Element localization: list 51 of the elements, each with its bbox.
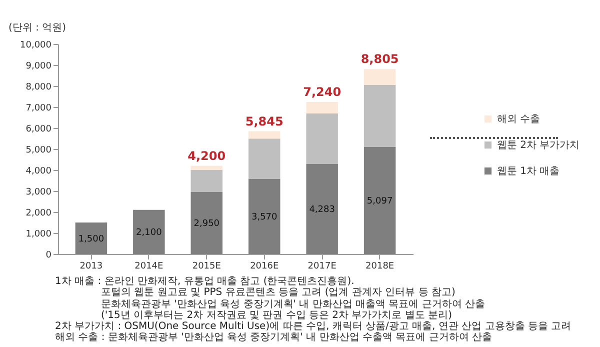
legend-label: 웹툰 2차 부가가치 (497, 140, 580, 151)
x-tick-label: 2014E (134, 262, 164, 272)
text: 문화체육관광부 '만화산업 육성 중장기계획' 내 만화산업 매출액 목표에 근거하여 산출 (100, 298, 486, 310)
x-tick-label: 2017E (308, 262, 337, 272)
text: 2차 부가가치 : OSMU(One Source Multi Use)에 따른 수입, 캐릭터 상품/광고 매출, 연관 산업 고용창출 등을 고려 (55, 321, 572, 332)
legend-label: 웹툰 1차 매출 (497, 166, 560, 177)
total-label: 7,240 (303, 84, 342, 99)
data-label: 3,570 (251, 212, 278, 223)
bar (306, 102, 338, 114)
x-tick-label: 2018E (366, 262, 394, 272)
total-label: 4,200 (188, 148, 226, 163)
y-tick-label: 3,000 (26, 188, 52, 198)
y-tick-label: 5,000 (26, 146, 52, 156)
y-tick-label: 1,000 (26, 230, 52, 240)
bar (190, 170, 223, 192)
y-axis-title: (단위 : 억원) (8, 22, 66, 34)
y-tick-label: 2,000 (26, 208, 52, 218)
text: 포털의 웹툰 원고료 및 PPS 유료콘텐츠 등을 고려 (업계 관계자 인터뷰 등 참고) (100, 287, 456, 299)
bar (306, 114, 338, 164)
data-label: 2,950 (194, 219, 220, 230)
bar (248, 131, 280, 139)
total-label: 5,845 (245, 114, 284, 128)
x-tick-label: 2013 (80, 262, 103, 272)
legend-label: 해외 수출 (497, 114, 540, 125)
y-tick-label: 0 (46, 250, 52, 260)
y-tick-label: 10,000 (20, 40, 52, 50)
text: 1차 매출 : 온라인 만화제작, 유통업 매출 참고 (한국콘텐츠진흥원). (55, 276, 356, 287)
data-label: 1,500 (78, 234, 104, 244)
bar (306, 164, 338, 254)
x-tick-label: 2016E (250, 262, 279, 272)
y-tick-label: 9,000 (26, 62, 52, 72)
bar (364, 146, 396, 254)
bar (248, 138, 280, 180)
data-label: 2,100 (136, 228, 162, 238)
bar (75, 222, 108, 254)
total-label: 8,805 (360, 52, 399, 66)
data-label: 4,283 (309, 205, 335, 216)
bar (364, 84, 396, 147)
bar (133, 210, 165, 254)
bar (364, 69, 396, 85)
bar (190, 166, 223, 170)
bar (190, 192, 223, 254)
data-label: 5,097 (366, 196, 393, 206)
y-tick-label: 6,000 (26, 124, 52, 134)
x-tick-label: 2015E (192, 262, 222, 272)
text: ('15년 이후부터는 2차 저작권료 및 판권 수입 등은 2차 부가가치로 별도 분리) (100, 310, 453, 321)
text: 해외 수출 : 문화체육관광부 '만화산업 육성 중장기계획' 내 만화산업 수출액 목표에 근거하여 산출 (55, 332, 494, 344)
y-tick-label: 8,000 (26, 82, 52, 92)
bar (248, 179, 280, 254)
y-tick-label: 7,000 (26, 104, 52, 114)
y-tick-label: 4,000 (26, 166, 52, 176)
